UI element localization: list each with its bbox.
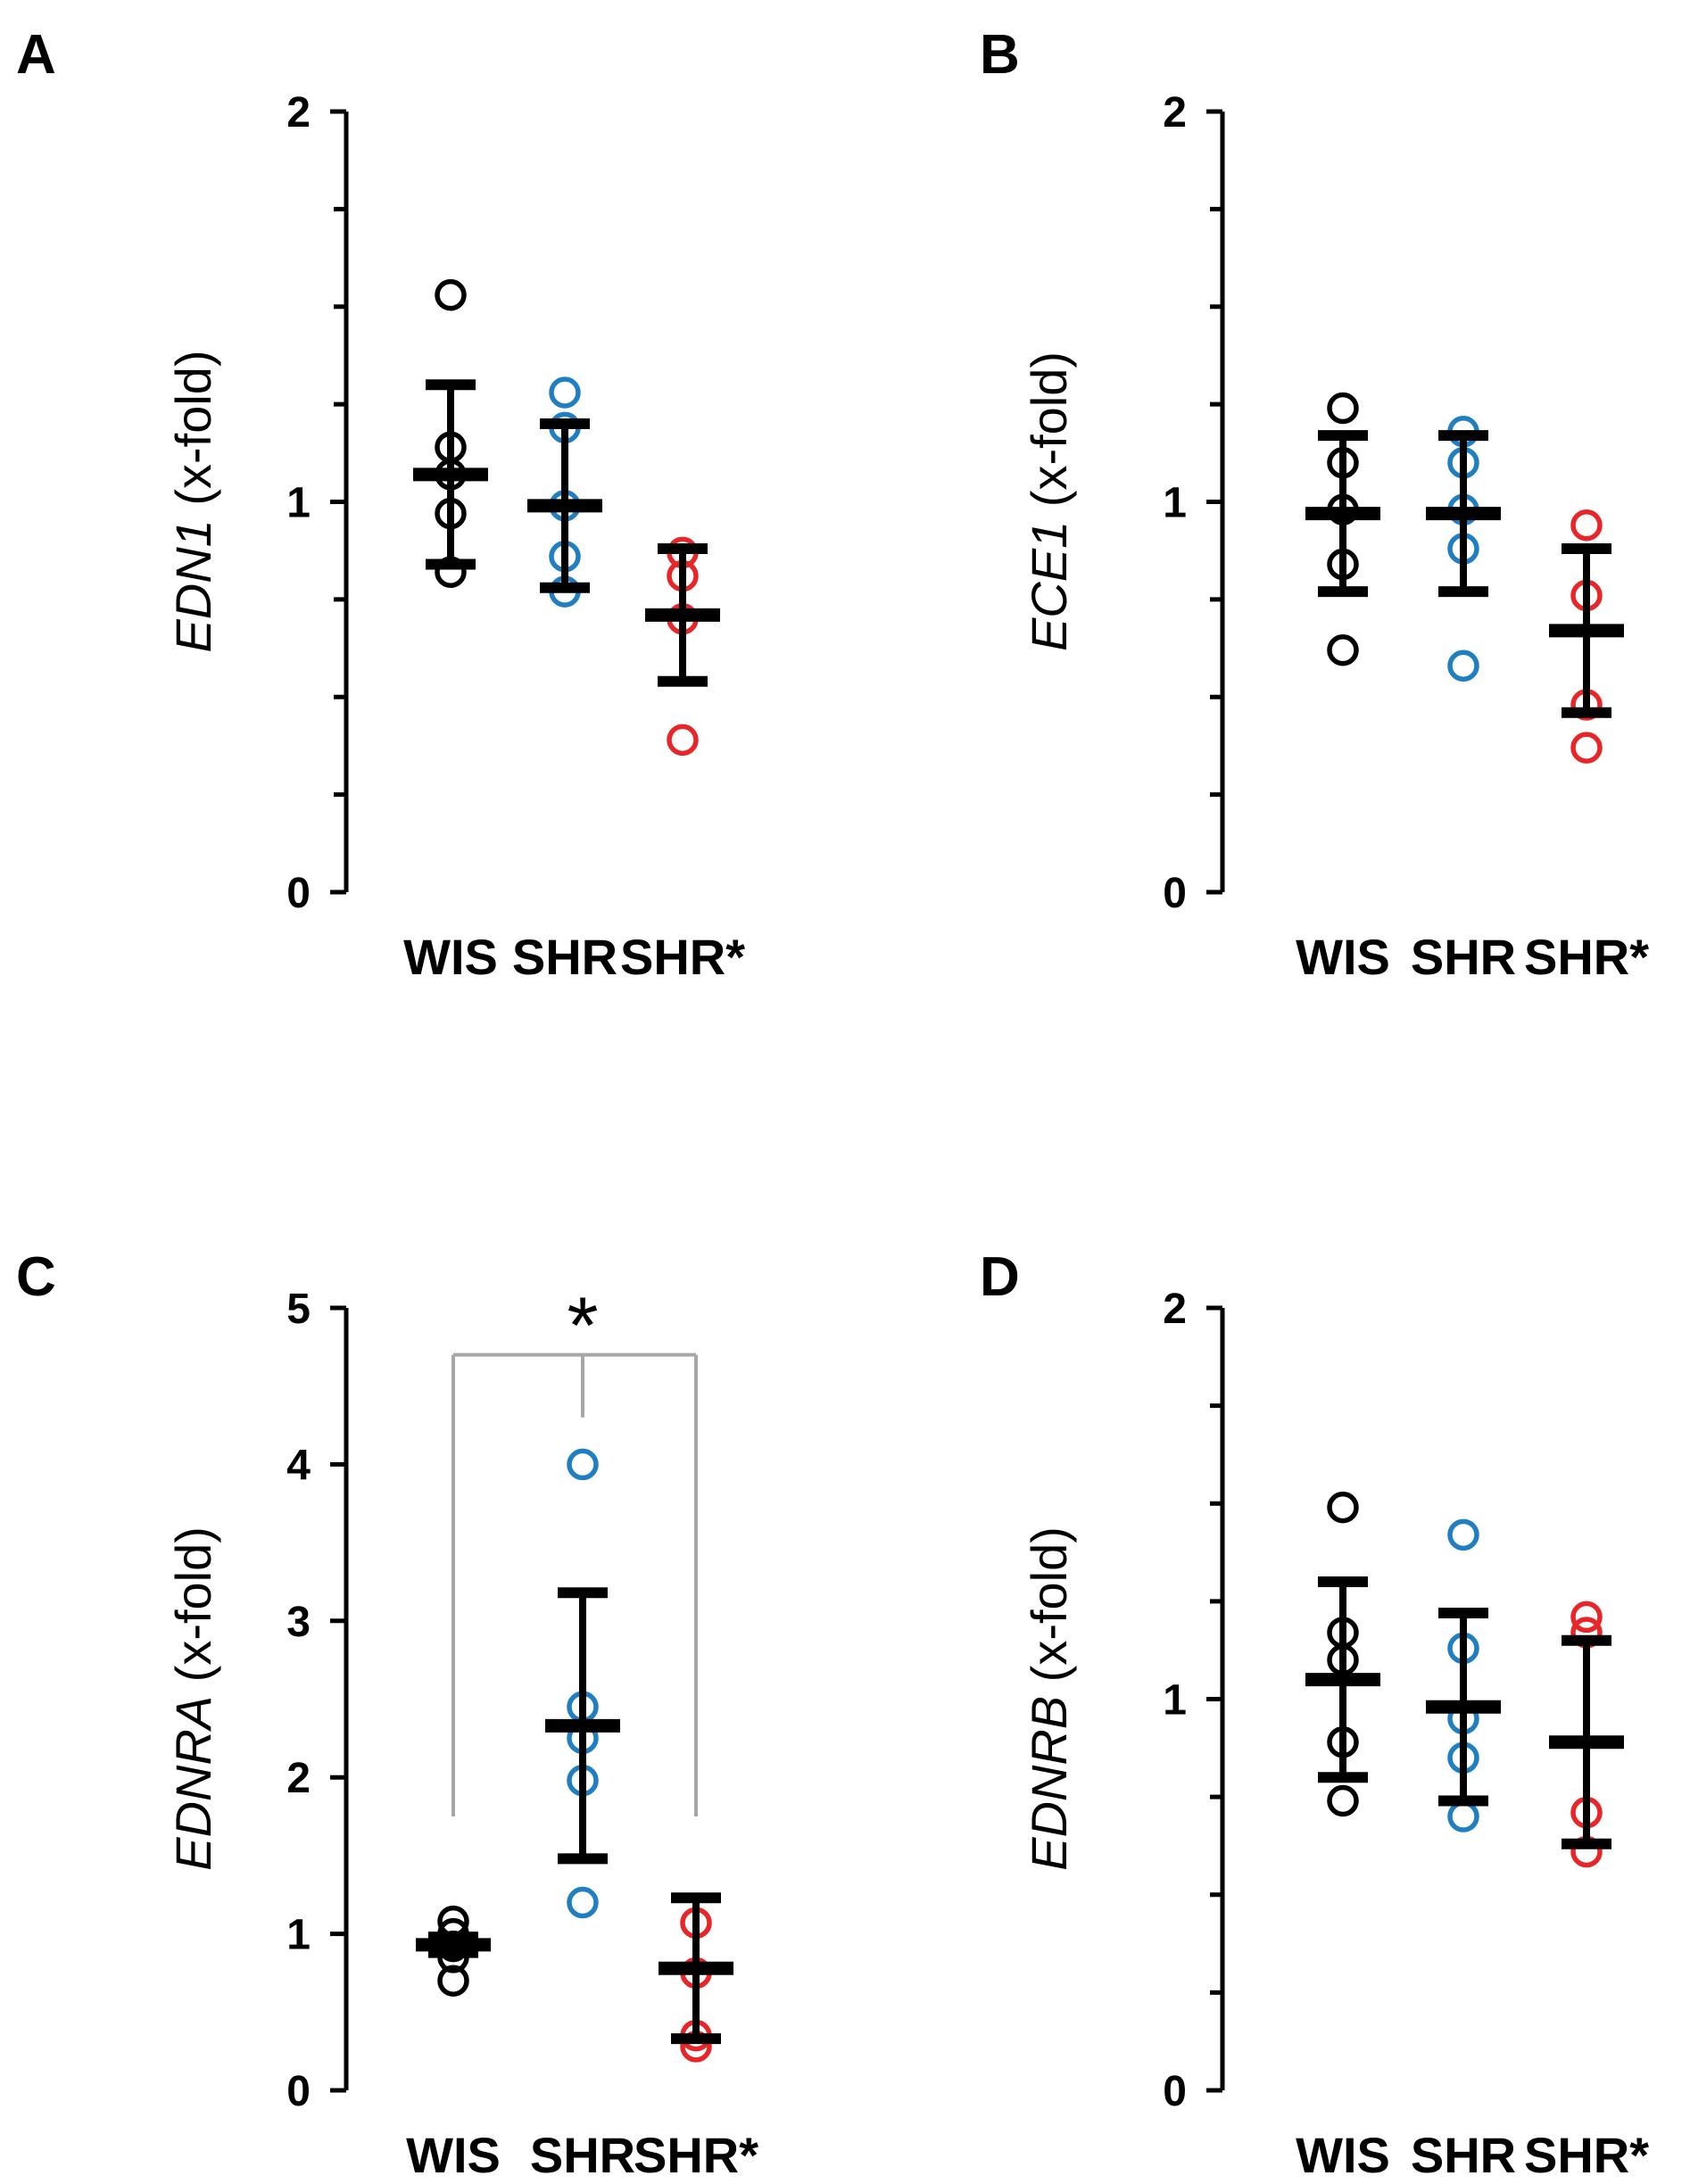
data-point-shr-star [1570, 732, 1603, 764]
significance-star: * [567, 1282, 598, 1371]
x-category-label: SHR [1411, 929, 1516, 985]
x-category-label: WIS [1296, 2127, 1390, 2183]
y-tick-label: 4 [286, 1442, 311, 1489]
data-point-shr-star [667, 724, 699, 757]
y-tick-label: 1 [286, 480, 311, 527]
y-axis-title-unit: (x-fold) [1021, 352, 1077, 521]
panel-letter: C [16, 1246, 56, 1308]
panel-a: A 0 1 2 EDN1 (x-fold) WIS SHR SHR* [16, 24, 745, 985]
data-point-shr [1447, 1800, 1479, 1832]
y-tick-label: 2 [286, 89, 311, 136]
x-category-label: SHR* [634, 2127, 758, 2183]
panel-letter: B [980, 24, 1020, 86]
y-axis-title-unit: (x-fold) [1021, 1526, 1077, 1696]
y-axis-title-gene: EDN1 [165, 519, 221, 652]
x-category-label: SHR* [1524, 2127, 1649, 2183]
y-tick-label: 1 [1163, 1677, 1187, 1725]
y-axis-title-gene: ECE1 [1021, 521, 1077, 651]
y-tick-label: 0 [1163, 2068, 1187, 2115]
x-category-label: SHR* [620, 929, 745, 985]
x-category-label: WIS [1296, 929, 1390, 985]
y-axis-title-gene: EDNRA [165, 1696, 221, 1871]
data-point-shr [1447, 649, 1479, 682]
y-tick-label: 2 [1163, 1286, 1187, 1333]
data-point-shr [549, 376, 581, 409]
x-category-label: SHR [1411, 2127, 1516, 2183]
data-point-shr-star [1570, 1601, 1603, 1634]
data-point-wis [435, 278, 467, 311]
data-point-shr [567, 1448, 599, 1481]
data-point-wis [437, 1965, 469, 1997]
x-category-label: SHR [512, 929, 617, 985]
y-tick-label: 5 [286, 1286, 311, 1333]
data-point-wis [1327, 1491, 1359, 1524]
data-point-shr [1447, 1518, 1479, 1551]
y-tick-label: 0 [286, 870, 311, 917]
x-category-label: SHR [530, 2127, 635, 2183]
y-axis-title-unit: (x-fold) [165, 1526, 221, 1696]
y-tick-label: 1 [286, 1912, 311, 1959]
y-axis-title-gene: EDNRB [1021, 1696, 1077, 1871]
data-point-wis [1327, 1784, 1359, 1817]
y-tick-label: 2 [1163, 89, 1187, 136]
data-point-shr [567, 1886, 599, 1919]
y-axis-title-unit: (x-fold) [165, 350, 221, 519]
panel-d: D 0 1 2 EDNRB (x-fold) WIS SHR SHR* [980, 1246, 1649, 2183]
data-point-wis [1327, 392, 1359, 425]
x-category-label: WIS [406, 2127, 501, 2183]
y-axis-title: EDNRA (x-fold) [165, 1526, 221, 1871]
y-axis-title: ECE1 (x-fold) [1021, 352, 1077, 651]
y-axis-title: EDNRB (x-fold) [1021, 1526, 1077, 1871]
panel-letter: A [16, 24, 56, 86]
x-category-label: SHR* [1524, 929, 1649, 985]
panel-b: B 0 1 2 ECE1 (x-fold) WIS SHR SHR* [980, 24, 1649, 985]
panel-letter: D [980, 1246, 1020, 1308]
y-tick-label: 2 [286, 1755, 311, 1802]
x-category-label: WIS [403, 929, 498, 985]
y-tick-label: 0 [1163, 870, 1187, 917]
y-tick-label: 3 [286, 1599, 311, 1646]
data-point-shr-star [1570, 509, 1603, 542]
y-tick-label: 1 [1163, 480, 1187, 527]
y-axis-title: EDN1 (x-fold) [165, 350, 221, 652]
data-point-wis [1327, 634, 1359, 666]
y-tick-label: 0 [286, 2068, 311, 2115]
